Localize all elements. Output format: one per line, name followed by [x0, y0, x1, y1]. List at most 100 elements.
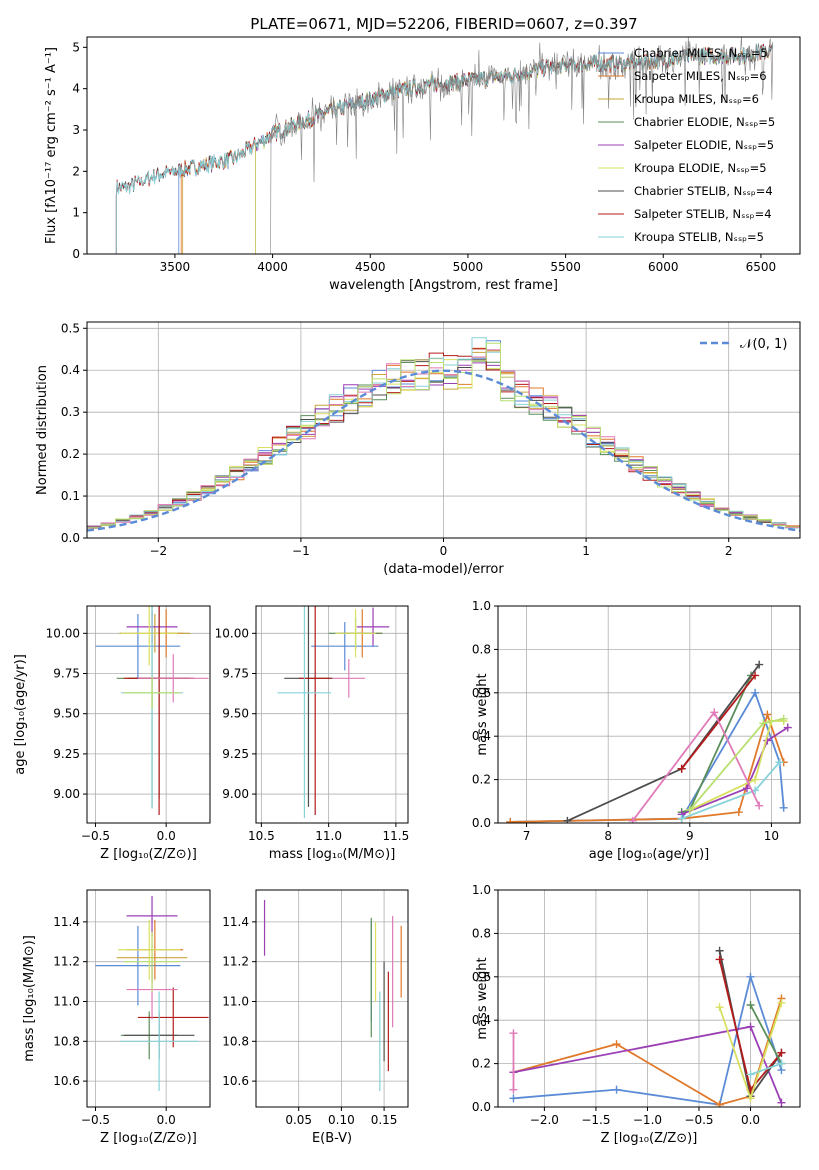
- y-tick-label: 0.2: [61, 447, 80, 461]
- weight-marker: [715, 955, 724, 964]
- y-tick-label: 0.2: [472, 1057, 491, 1071]
- y-tick-label: 0: [72, 247, 80, 261]
- x-axis-label: Z [log₁₀(Z/Z⊙)]: [601, 1131, 698, 1146]
- y-tick-label: 9.75: [53, 667, 80, 681]
- plot-area: [115, 37, 774, 254]
- x-tick-label: 7: [523, 829, 531, 843]
- x-tick-label: 11.5: [383, 829, 410, 843]
- weight-marker: [779, 803, 788, 812]
- legend-label: Chabrier MILES, Nₛₛₚ=5: [634, 46, 768, 60]
- x-tick-label: 2: [725, 544, 733, 558]
- errorbar-point: [137, 654, 209, 703]
- y-tick-label: 11.2: [53, 955, 80, 969]
- y-axis-label: Flux [fλ10⁻¹⁷ erg cm⁻² s⁻¹ A⁻¹]: [44, 47, 59, 244]
- x-axis-label: mass [log₁₀(M/M⊙)]: [269, 847, 396, 862]
- weight-marker: [759, 719, 768, 728]
- weight-marker: [685, 805, 694, 814]
- y-axis-label: Normed distribution: [35, 365, 50, 495]
- errorbar-point: [119, 991, 199, 1092]
- axes-frame: [86, 889, 211, 1108]
- weight-marker: [777, 1048, 786, 1057]
- spectrum-title: PLATE=0671, MJD=52206, FIBERID=0607, z=0…: [250, 15, 637, 33]
- weight-marker: [746, 972, 755, 981]
- x-axis-label: age [log₁₀(age/yr)]: [589, 847, 710, 862]
- weight-marker: [628, 816, 637, 823]
- y-tick-label: 1: [72, 206, 80, 220]
- weight-vs-metallicity-panel: −2.0 −1.5 −1.0 −0.5 0.0 0.0 0.2 0.4 0.6 0.8 1.0 Z […: [472, 883, 801, 1146]
- weight-series-line: [750, 1062, 782, 1076]
- x-axis-label: (data-model)/error: [383, 562, 504, 577]
- weight-marker: [715, 946, 724, 955]
- plot-area: [95, 606, 209, 815]
- weight-marker: [715, 1003, 724, 1012]
- y-tick-label: 1.0: [472, 599, 491, 613]
- y-tick-label: 0.0: [472, 1100, 491, 1114]
- y-tick-label: 11.2: [222, 955, 249, 969]
- y-tick-label: 0.4: [61, 363, 80, 377]
- y-tick-label: 9.25: [53, 747, 80, 761]
- legend-label: Salpeter MILES, Nₛₛₚ=6: [634, 69, 767, 83]
- weight-marker: [509, 1029, 518, 1038]
- errorbar-point: [277, 606, 332, 819]
- weight-series-line: [681, 726, 789, 816]
- y-tick-label: 9.00: [53, 787, 80, 801]
- errorbar-point: [332, 659, 365, 698]
- weight-marker: [751, 671, 760, 680]
- y-tick-label: 9.00: [222, 787, 249, 801]
- x-axis-label: wavelength [Angstrom, rest frame]: [329, 278, 558, 293]
- errorbar-point: [137, 987, 209, 1048]
- axes-frame: [86, 36, 801, 255]
- plot-area: [277, 606, 390, 819]
- weight-marker: [710, 708, 719, 717]
- y-tick-label: 10.8: [53, 1034, 80, 1048]
- y-tick-label: 0.1: [61, 489, 80, 503]
- x-axis-label: Z [log₁₀(Z/Z⊙)]: [100, 847, 197, 862]
- weight-marker: [677, 764, 686, 773]
- weight-marker: [777, 998, 786, 1007]
- weight-marker: [612, 1040, 621, 1049]
- x-tick-label: 0.05: [285, 1113, 312, 1127]
- weight-marker: [506, 817, 515, 823]
- errorbar-point: [118, 919, 181, 980]
- weight-marker: [783, 723, 792, 732]
- weight-series-line: [510, 711, 785, 823]
- y-axis-label: age [log₁₀(age/yr)]: [13, 654, 28, 775]
- plot-area: [95, 895, 209, 1092]
- x-tick-label: −0.5: [81, 829, 110, 843]
- y-tick-label: 9.25: [222, 747, 249, 761]
- y-tick-label: 10.00: [215, 626, 249, 640]
- weight-marker: [746, 1070, 755, 1079]
- y-tick-label: 5: [72, 40, 80, 54]
- y-tick-label: 1.0: [472, 883, 491, 897]
- y-tick-label: 0.4: [472, 1013, 491, 1027]
- legend-label: 𝒩(0, 1): [740, 337, 787, 352]
- x-tick-label: 0.0: [157, 829, 176, 843]
- y-tick-label: 0.3: [61, 405, 80, 419]
- legend-label: Salpeter STELIB, Nₛₛₚ=4: [634, 207, 772, 221]
- spectrum-panel: 3500 4000 4500 5000 5500 6000 6500 0 1 2 3 4 5 wavele…: [44, 36, 801, 293]
- y-tick-label: 9.50: [53, 707, 80, 721]
- axes-frame: [255, 889, 409, 1108]
- mass-vs-ebv-panel: 0.05 0.10 0.15 10.6 10.8 11.0 11.2 11.4 E(B-V): [222, 889, 409, 1146]
- y-tick-label: 10.8: [222, 1034, 249, 1048]
- errorbar-point: [95, 925, 181, 1006]
- plot-area: [506, 660, 792, 823]
- errorbar-point: [120, 606, 178, 666]
- weight-marker: [677, 814, 686, 823]
- legend-label: Salpeter ELODIE, Nₛₛₚ=5: [634, 138, 774, 152]
- y-tick-label: 0.5: [61, 321, 80, 335]
- weight-marker: [779, 714, 788, 723]
- histogram-step: [87, 342, 800, 538]
- weight-marker: [715, 1100, 724, 1107]
- axes-frame: [255, 605, 409, 824]
- x-tick-label: 0.0: [157, 1113, 176, 1127]
- axes-frame: [497, 889, 801, 1108]
- x-tick-label: −0.5: [81, 1113, 110, 1127]
- y-tick-label: 0.6: [472, 970, 491, 984]
- y-tick-label: 0.8: [472, 642, 491, 656]
- x-tick-label: 5000: [453, 260, 484, 274]
- plot-area: [509, 946, 786, 1107]
- y-tick-label: 2: [72, 164, 80, 178]
- y-tick-label: 0.0: [472, 816, 491, 830]
- x-tick-label: 11.0: [315, 829, 342, 843]
